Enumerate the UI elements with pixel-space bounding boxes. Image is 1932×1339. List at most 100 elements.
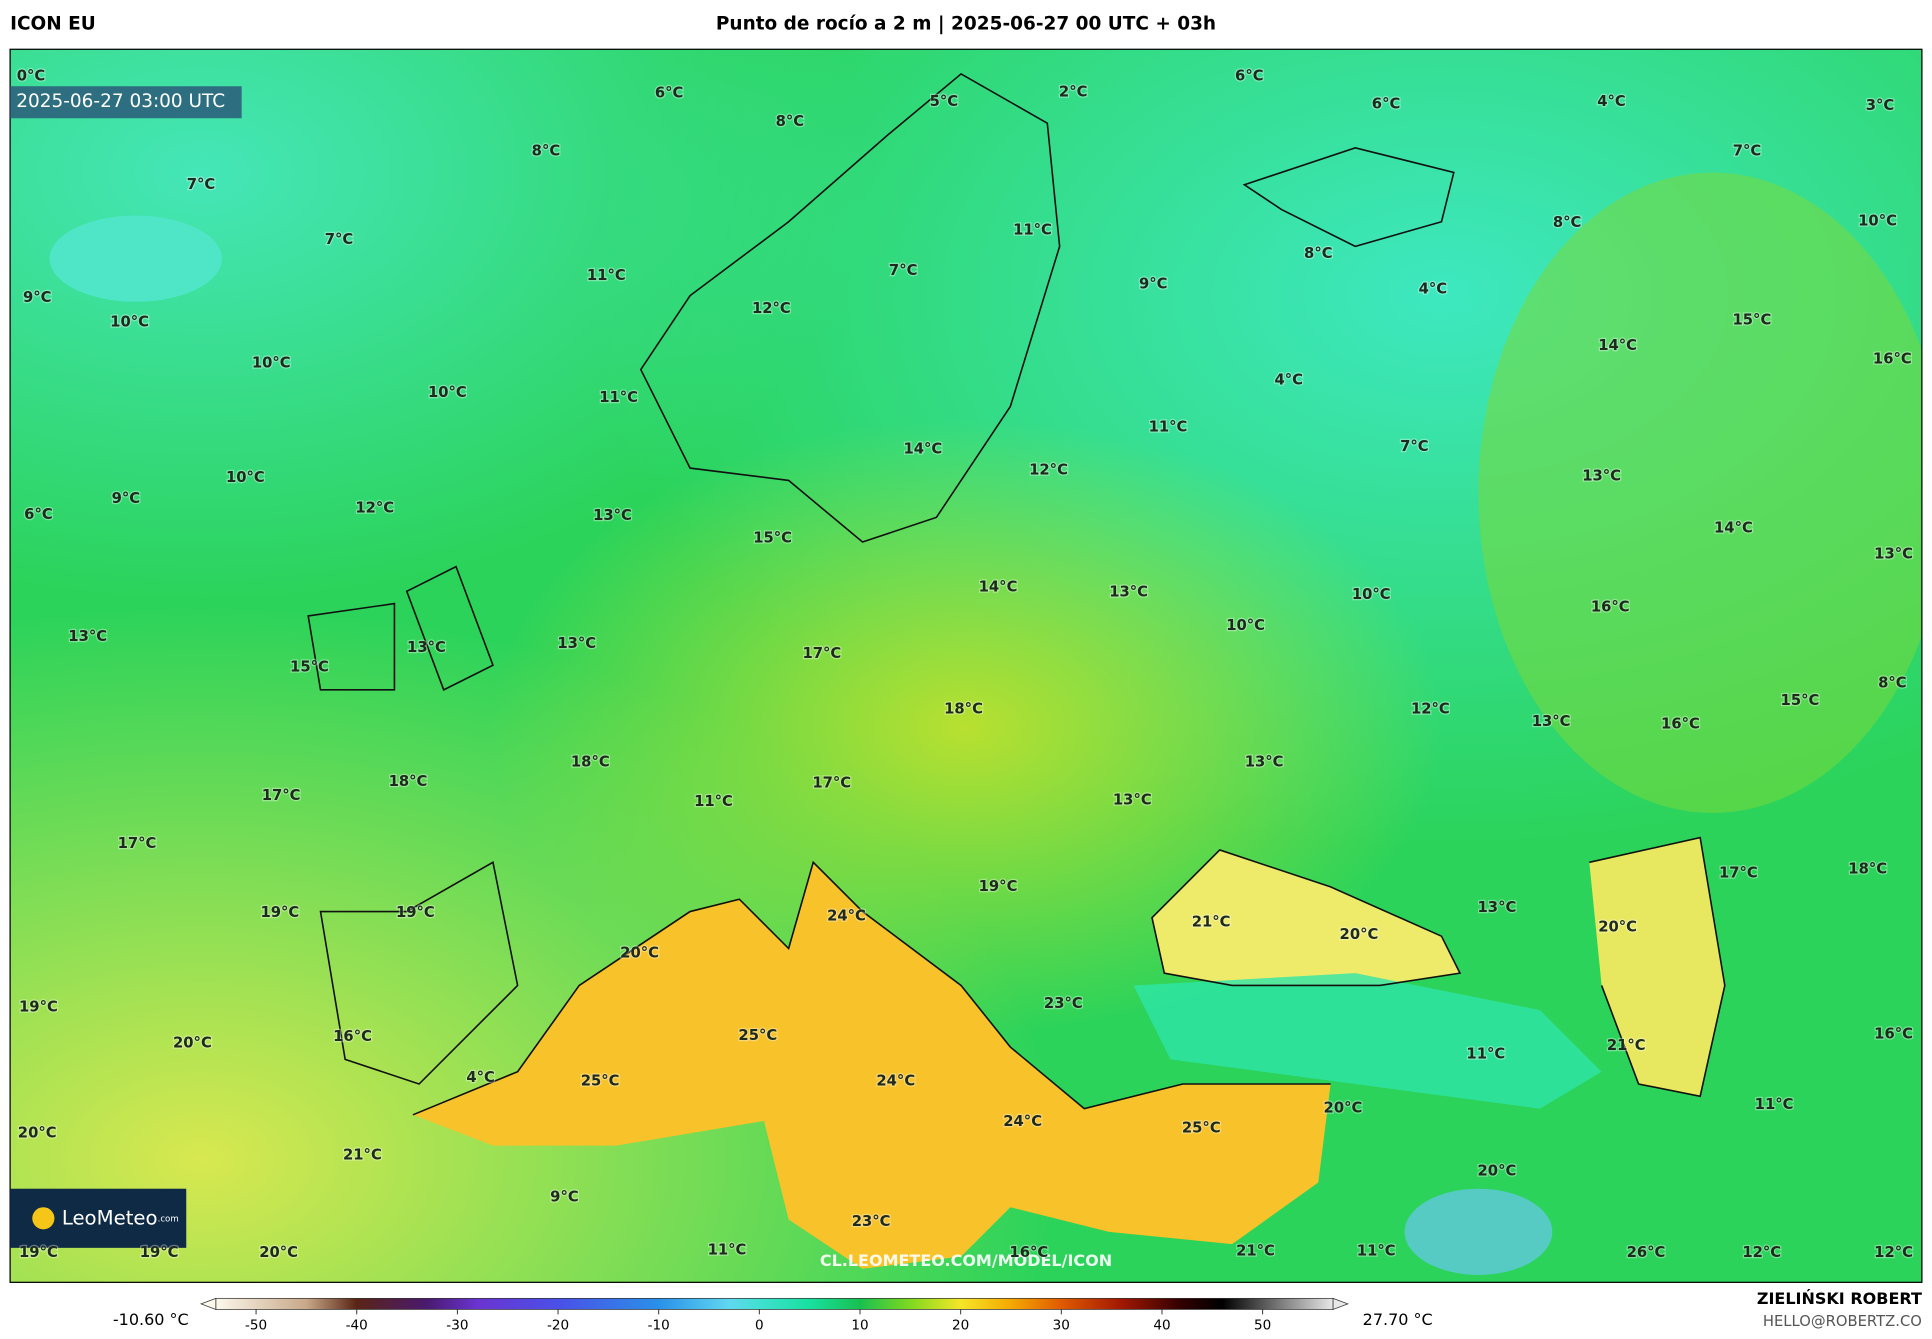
temp-label: 20°C (173, 1034, 212, 1051)
temp-label: 15°C (1781, 692, 1820, 709)
colorbar-max: 27.70 °C (1363, 1310, 1433, 1329)
temp-label: 11°C (1013, 221, 1052, 238)
temp-label: 7°C (1400, 438, 1429, 455)
temp-label: 21°C (1607, 1037, 1646, 1054)
temp-label: 12°C (1874, 1244, 1913, 1261)
temp-label: 20°C (620, 944, 659, 961)
temp-label: 25°C (1182, 1119, 1221, 1136)
temp-label: 16°C (333, 1028, 372, 1045)
temp-label: 6°C (655, 85, 684, 102)
temp-label: 13°C (1478, 899, 1517, 916)
temp-label: 13°C (1245, 754, 1284, 771)
temp-label: 10°C (428, 384, 467, 401)
temp-label: 25°C (581, 1073, 620, 1090)
temp-label: 8°C (532, 143, 561, 160)
temp-label: 11°C (1755, 1096, 1794, 1113)
temp-label: 14°C (1714, 519, 1753, 536)
colorbar-tick-label: 30 (1053, 1317, 1070, 1333)
colorbar-tick-label: -30 (446, 1317, 468, 1333)
temp-label: 4°C (1597, 93, 1626, 110)
temp-label: 15°C (1733, 311, 1772, 328)
temp-label: 18°C (944, 701, 983, 718)
temp-label: 12°C (1029, 462, 1068, 479)
temp-label: 21°C (1236, 1243, 1275, 1260)
temp-label: 18°C (1848, 861, 1887, 878)
temp-label: 10°C (226, 469, 265, 486)
temp-label: 17°C (1719, 864, 1758, 881)
colorbar-tick-label: 10 (851, 1317, 868, 1333)
temp-label: 11°C (1357, 1243, 1396, 1260)
colorbar-min: -10.60 °C (113, 1310, 189, 1329)
temp-label: 20°C (1478, 1162, 1517, 1179)
temp-label: 26°C (1627, 1244, 1666, 1261)
temp-label: 20°C (1598, 919, 1637, 936)
temp-label: 17°C (262, 787, 301, 804)
temp-label: 23°C (1044, 995, 1083, 1012)
map-title: Punto de rocío a 2 m | 2025-06-27 00 UTC… (716, 14, 1216, 35)
temp-label: 10°C (110, 314, 149, 331)
temp-label: 10°C (1226, 617, 1265, 634)
temp-label: 15°C (753, 529, 792, 546)
author: ZIELIŃSKI ROBERT (1757, 1289, 1922, 1308)
source-url: CL.LEOMETEO.COM/MODEL/ICON (820, 1251, 1112, 1270)
temp-label: 13°C (68, 628, 107, 645)
temp-label: 11°C (587, 267, 626, 284)
colorbar-tick-label: -50 (245, 1317, 267, 1333)
colorbar-tick-label: 50 (1254, 1317, 1271, 1333)
colorbar-end (1332, 1297, 1349, 1310)
colorbar-end (199, 1297, 217, 1310)
cool-area (1133, 973, 1602, 1109)
timestamp: 2025-06-27 03:00 UTC (16, 91, 225, 112)
temp-label: 24°C (876, 1073, 915, 1090)
temp-label: 20°C (1340, 926, 1379, 943)
temp-label: 20°C (18, 1124, 57, 1141)
temp-label: 19°C (396, 904, 435, 921)
temp-label: 7°C (325, 231, 354, 248)
temp-label: 8°C (776, 113, 805, 130)
temp-label: 16°C (1591, 598, 1630, 615)
temp-label: 24°C (1003, 1113, 1042, 1130)
temp-label: 4°C (466, 1069, 495, 1086)
temp-label: 5°C (930, 93, 959, 110)
temp-label: 14°C (903, 441, 942, 458)
temp-label: 17°C (812, 774, 851, 791)
temp-label: 19°C (979, 878, 1018, 895)
temp-label: 14°C (979, 579, 1018, 596)
temp-label: 16°C (1009, 1244, 1048, 1261)
temp-label: 4°C (1419, 280, 1448, 297)
temp-label: 11°C (708, 1241, 747, 1258)
temp-label: 19°C (260, 904, 299, 921)
temp-label: 11°C (1466, 1045, 1505, 1062)
temp-label: 2°C (1059, 83, 1088, 100)
temp-label: 14°C (1598, 337, 1637, 354)
temp-label: 12°C (752, 300, 791, 317)
temp-label: 13°C (407, 639, 446, 656)
temp-label: 8°C (1304, 245, 1333, 262)
temp-label: 11°C (694, 793, 733, 810)
colorbar-tick-label: -40 (346, 1317, 368, 1333)
temp-label: 19°C (19, 1244, 58, 1261)
temp-label: 9°C (1139, 276, 1168, 293)
temp-label: 9°C (23, 289, 52, 306)
temp-label: 7°C (187, 176, 215, 193)
temp-label: 10°C (1858, 213, 1897, 230)
email: HELLO@ROBERTZ.CO (1763, 1313, 1922, 1330)
temp-label: 21°C (1192, 914, 1231, 931)
temp-label: 21°C (343, 1146, 382, 1163)
temp-label: 19°C (19, 999, 58, 1016)
temp-label: 0°C (17, 67, 46, 84)
temp-label: 4°C (1274, 372, 1303, 389)
temp-label: 9°C (112, 490, 141, 507)
temp-label: 15°C (290, 659, 329, 676)
temp-label: 10°C (252, 354, 291, 371)
timestamp-box (10, 86, 242, 119)
cool-area (1404, 1188, 1553, 1275)
temp-label: 13°C (593, 507, 632, 524)
sea-warm (412, 862, 1331, 1269)
colorbar-tick-label: 20 (952, 1317, 969, 1333)
temp-label: 13°C (1109, 584, 1148, 601)
temp-label: 16°C (1873, 351, 1912, 368)
temp-label: 10°C (1352, 586, 1391, 603)
temp-label: 7°C (1733, 143, 1762, 160)
temp-label: 12°C (1742, 1244, 1781, 1261)
